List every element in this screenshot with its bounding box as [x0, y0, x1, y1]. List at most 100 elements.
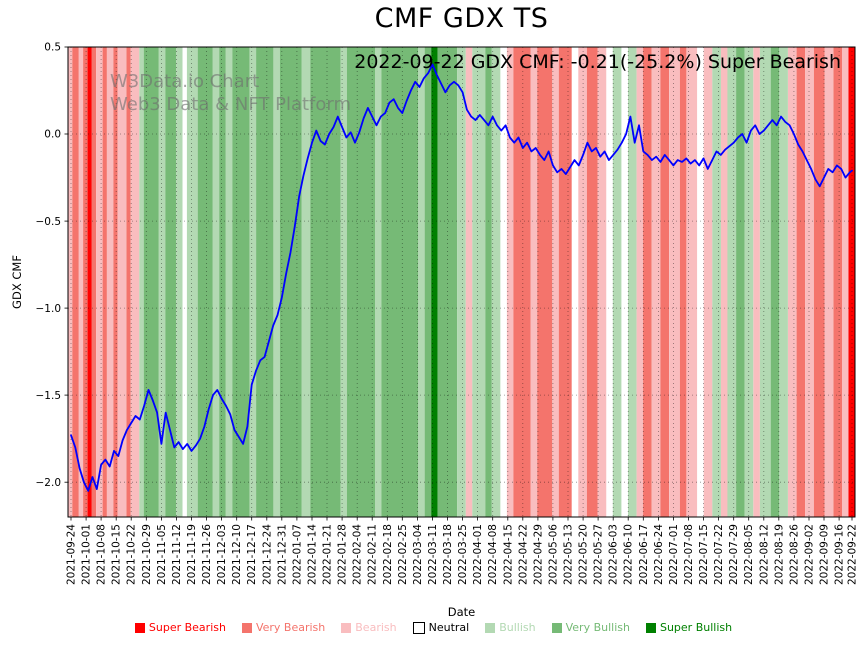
band-neutral: [500, 47, 507, 517]
band-very_bullish: [424, 47, 432, 517]
band-bearish: [465, 47, 473, 517]
x-tick-label: 2021-11-12: [171, 524, 183, 585]
x-tick-label: 2022-03-04: [412, 524, 424, 585]
band-neutral: [606, 47, 613, 517]
x-axis-label: Date: [447, 605, 476, 619]
band-super_bearish: [87, 47, 92, 517]
x-tick-label: 2022-01-28: [337, 524, 349, 585]
x-tick-label: 2021-11-19: [186, 524, 198, 585]
legend-swatch-bearish: [341, 622, 352, 633]
band-bullish: [375, 47, 382, 517]
band-bullish: [744, 47, 754, 517]
band-very_bearish: [660, 47, 669, 517]
x-tick-label: 2022-04-01: [472, 524, 484, 585]
y-tick-label: 0.5: [44, 42, 61, 54]
band-very_bearish: [83, 47, 88, 517]
band-bullish: [457, 47, 466, 517]
legend-label: Neutral: [428, 621, 470, 634]
band-neutral: [621, 47, 628, 517]
band-bearish: [68, 47, 73, 517]
x-tick-label: 2022-07-08: [683, 524, 695, 585]
band-very_bearish: [513, 47, 531, 517]
band-very_bearish: [558, 47, 572, 517]
band-bearish: [552, 47, 559, 517]
band-bearish: [824, 47, 834, 517]
band-bearish: [842, 47, 849, 517]
legend-label: Super Bullish: [659, 621, 733, 634]
band-super_bearish: [848, 47, 855, 517]
band-bearish: [703, 47, 713, 517]
legend-swatch-bullish: [485, 622, 496, 633]
x-tick-label: 2022-01-07: [291, 524, 303, 585]
band-bearish: [686, 47, 698, 517]
band-bullish: [139, 47, 144, 517]
band-bullish: [472, 47, 486, 517]
band-very_bullish: [256, 47, 274, 517]
band-bullish: [759, 47, 771, 517]
legend-item-neutral: Neutral: [412, 621, 470, 634]
band-very_bearish: [796, 47, 806, 517]
x-tick-label: 2022-09-22: [847, 524, 859, 585]
band-very_bearish: [833, 47, 842, 517]
x-tick-label: 2022-06-24: [653, 524, 665, 585]
cmf-line: [70, 63, 853, 492]
x-tick-label: 2022-03-11: [427, 524, 439, 585]
x-tick-label: 2021-12-24: [261, 524, 273, 585]
x-tick-label: 2022-04-15: [502, 524, 514, 585]
x-tick-label: 2021-10-22: [126, 524, 138, 585]
band-very_bearish: [679, 47, 687, 517]
plot-border: [67, 46, 856, 518]
band-very_bearish: [91, 47, 97, 517]
x-tick-label: 2022-04-29: [532, 524, 544, 585]
x-tick-label: 2021-10-29: [141, 524, 153, 585]
band-bearish: [651, 47, 661, 517]
band-very_bearish: [813, 47, 825, 517]
x-tick-label: 2021-12-17: [246, 524, 258, 585]
band-very_bullish: [143, 47, 159, 517]
x-tick-label: 2022-06-17: [638, 524, 650, 585]
latest-value-annotation: 2022-09-22 GDX CMF: -0.21(-25.2%) Super …: [354, 51, 841, 73]
band-bullish: [779, 47, 788, 517]
x-tick-label: 2022-03-25: [457, 524, 469, 585]
band-bearish: [721, 47, 728, 517]
band-neutral: [571, 47, 579, 517]
x-tick-label: 2022-01-14: [307, 524, 319, 585]
band-very_bullish: [381, 47, 419, 517]
band-bearish: [669, 47, 680, 517]
x-tick-label: 2021-11-05: [156, 524, 168, 585]
band-bullish: [176, 47, 183, 517]
band-very_bullish: [165, 47, 177, 517]
legend-label: Bullish: [499, 621, 536, 634]
band-bearish: [788, 47, 797, 517]
band-very_bullish: [437, 47, 458, 517]
legend-item-very_bearish: Very Bearish: [241, 621, 325, 634]
legend-swatch-very_bullish: [551, 622, 562, 633]
band-bullish: [301, 47, 311, 517]
x-tick-label: 2022-05-13: [563, 524, 575, 585]
band-very_bearish: [113, 47, 118, 517]
x-tick-label: 2022-03-18: [442, 524, 454, 585]
legend-swatch-super_bullish: [645, 622, 656, 633]
x-tick-label: 2022-05-27: [593, 524, 605, 585]
band-very_bullish: [346, 47, 375, 517]
band-neutral: [182, 47, 187, 517]
watermark-line-1: W3Data.io Chart: [110, 71, 260, 92]
x-tick-label: 2022-07-29: [728, 524, 740, 585]
x-tick-label: 2022-07-01: [668, 524, 680, 585]
band-bearish: [506, 47, 514, 517]
band-bullish: [727, 47, 736, 517]
band-bearish: [96, 47, 103, 517]
x-tick-label: 2022-09-09: [819, 524, 831, 585]
x-tick-label: 2021-09-24: [66, 524, 78, 585]
band-bearish: [578, 47, 587, 517]
band-bullish: [212, 47, 220, 517]
x-tick-label: 2022-02-11: [367, 524, 379, 585]
x-tick-label: 2021-11-26: [201, 524, 213, 585]
x-tick-label: 2022-04-22: [517, 524, 529, 585]
x-tick-label: 2022-05-06: [547, 524, 559, 585]
band-very_bearish: [72, 47, 79, 517]
band-very_bullish: [485, 47, 492, 517]
x-tick-label: 2022-04-08: [487, 524, 499, 585]
watermark: W3Data.io Chart Web3 Data & NFT Platform: [110, 71, 351, 116]
